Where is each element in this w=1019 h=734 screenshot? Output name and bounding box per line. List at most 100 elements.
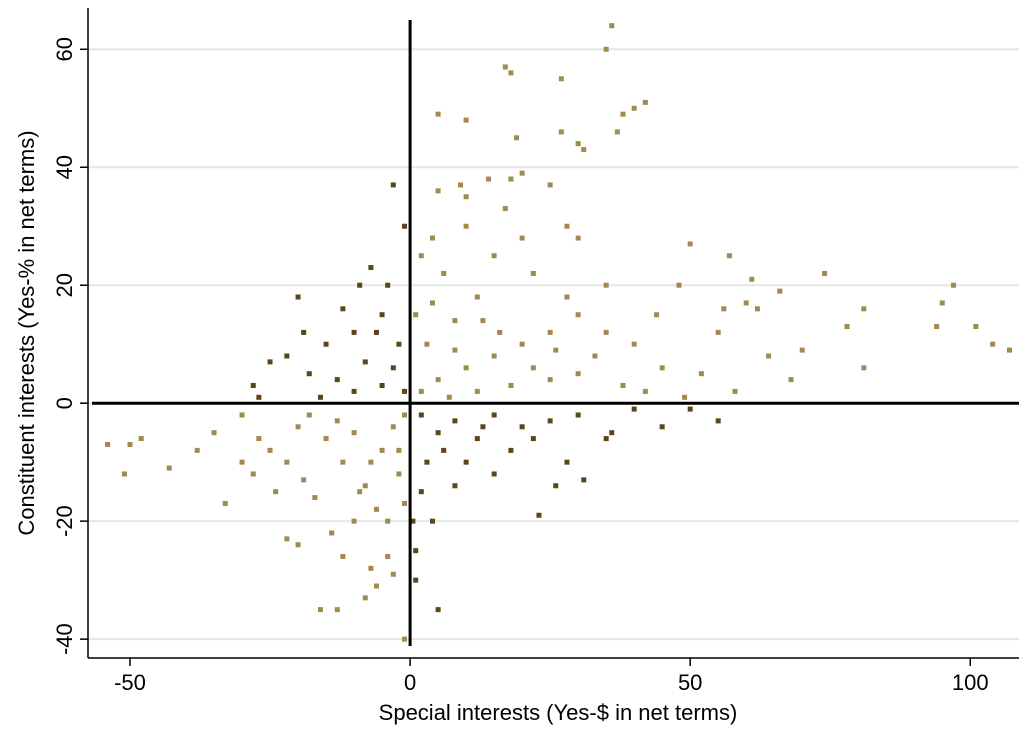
point [558,129,564,135]
x-tick-label: 50 [678,670,702,695]
point [222,500,228,506]
point [323,341,329,347]
point [743,300,749,306]
point [519,424,525,430]
point [435,111,441,117]
point [502,64,508,70]
point [620,382,626,388]
point [334,377,340,383]
point [329,530,335,536]
point [463,223,469,229]
point [536,512,542,518]
point [362,359,368,365]
y-tick-label: 40 [52,155,77,179]
point [564,459,570,465]
point [267,447,273,453]
point [973,324,979,330]
point [575,235,581,241]
point [418,253,424,259]
point [620,111,626,117]
point [480,318,486,324]
point [631,341,637,347]
point [340,306,346,312]
point [430,518,436,524]
point [385,554,391,560]
point [390,571,396,577]
point [659,424,665,430]
point [379,312,385,318]
point [682,394,688,400]
point [239,459,245,465]
point [676,282,682,288]
point [441,270,447,276]
point [547,377,553,383]
point [654,312,660,318]
point [553,483,559,489]
point [564,294,570,300]
point [861,365,867,371]
point [138,436,144,442]
point [508,176,514,182]
point [401,500,407,506]
x-tick-label: 100 [952,670,989,695]
point [603,436,609,442]
point [508,447,514,453]
point [732,388,738,394]
point [295,424,301,430]
point [435,377,441,383]
point [413,577,419,583]
point [777,288,783,294]
point [323,436,329,442]
point [631,406,637,412]
point [687,241,693,247]
point [519,170,525,176]
point [491,412,497,418]
point [788,377,794,383]
point [256,436,262,442]
point [413,548,419,554]
point [581,477,587,483]
point [715,329,721,335]
point [401,636,407,642]
point [581,147,587,153]
point [385,282,391,288]
point [474,436,480,442]
point [687,406,693,412]
point [351,388,357,394]
point [284,353,290,359]
point [603,329,609,335]
point [463,117,469,123]
point [934,324,940,330]
point [379,382,385,388]
point [463,194,469,200]
x-tick-label: 0 [404,670,416,695]
point [547,418,553,424]
point [410,518,416,524]
point [435,430,441,436]
point [659,365,665,371]
point [105,441,111,447]
point [497,329,503,335]
point [799,347,805,353]
point [547,182,553,188]
point [480,424,486,430]
point [435,607,441,613]
point [575,371,581,377]
point [519,235,525,241]
axes: -40 -20 0 20 40 60 -50 0 50 100 [52,8,1019,695]
point [340,554,346,560]
point [295,542,301,548]
point [351,430,357,436]
point [609,430,615,436]
point [452,318,458,324]
point [390,424,396,430]
point [351,329,357,335]
point [418,489,424,495]
point [508,70,514,76]
point [642,388,648,394]
point [430,300,436,306]
point [267,359,273,365]
y-tick-label: 20 [52,273,77,297]
point [474,294,480,300]
